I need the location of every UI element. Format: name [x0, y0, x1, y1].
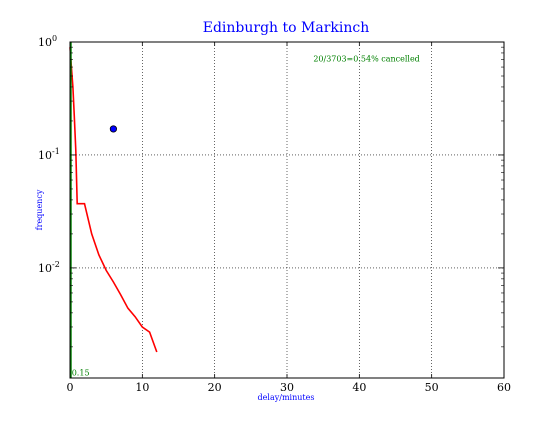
series-layer — [69, 42, 158, 378]
x-tick-label: 20 — [208, 381, 222, 394]
annotation-green-value: 0.15 — [72, 368, 90, 377]
x-tick-label: 10 — [135, 381, 149, 394]
y-tick-label: 10 — [38, 262, 52, 275]
tick-layer — [69, 41, 505, 378]
y-tick-label: 10 — [38, 36, 52, 49]
annotation-cancelled: 20/3703=0.54% cancelled — [313, 55, 419, 64]
y-tick-label-exponent: -1 — [52, 147, 60, 156]
y-tick-label-exponent: 0 — [52, 34, 57, 43]
data-point-marker — [109, 125, 118, 133]
x-axis-label: delay/minutes — [258, 393, 315, 402]
x-tick-label: 60 — [497, 381, 511, 394]
x-tick-label: 30 — [280, 381, 294, 394]
y-axis-label: frequency — [35, 189, 44, 230]
chart-title: Edinburgh to Markinch — [203, 20, 370, 36]
x-tick-label: 0 — [67, 381, 74, 394]
grid-layer — [70, 42, 504, 378]
y-tick-label: 10 — [38, 149, 52, 162]
x-tick-label: 40 — [352, 381, 366, 394]
series-0-line — [69, 47, 158, 353]
y-tick-label-exponent: -2 — [52, 260, 60, 269]
x-tick-label: 50 — [425, 381, 439, 394]
